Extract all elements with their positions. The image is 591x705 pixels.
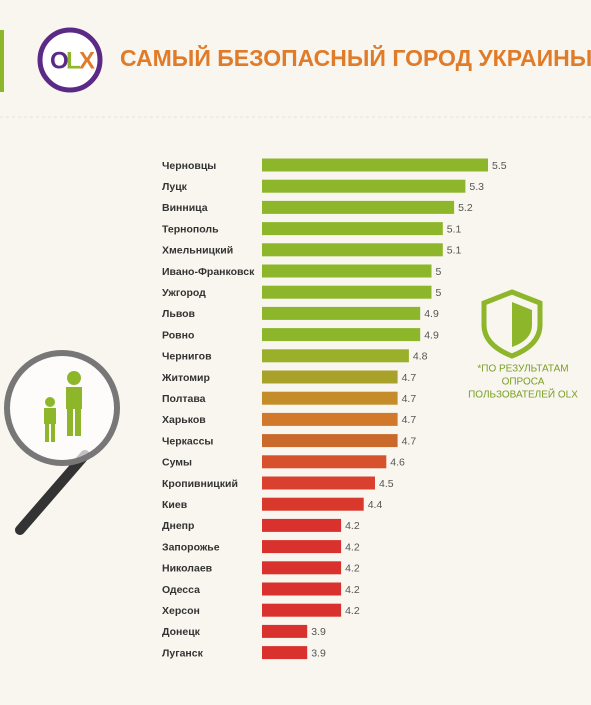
note: ОПРОСА: [502, 377, 545, 388]
bar: [262, 306, 421, 320]
value-label: 5.1: [447, 245, 462, 257]
chart-title: САМЫЙ БЕЗОПАСНЫЙ ГОРОД УКРАИНЫ: [120, 44, 591, 71]
category-label: Кропивницкий: [162, 478, 238, 490]
shield-icon: [512, 302, 532, 347]
bar: [262, 497, 364, 511]
logo-ring: [37, 27, 103, 93]
value-label: 4.2: [345, 605, 360, 617]
value-label: 3.9: [311, 647, 326, 659]
bar: [262, 391, 398, 405]
category-label: Херсон: [162, 605, 200, 617]
bar: [262, 434, 398, 448]
value-label: 4.7: [402, 414, 417, 426]
logo-letter: L: [66, 47, 81, 74]
category-label: Днепр: [162, 520, 194, 532]
category-label: Сумы: [162, 457, 192, 469]
value-label: 5.3: [469, 181, 484, 193]
value-label: 5: [436, 287, 442, 299]
value-label: 4.2: [345, 520, 360, 532]
bar: [262, 412, 398, 426]
category-label: Ужгород: [162, 287, 206, 299]
logo-letter: O: [50, 47, 69, 74]
value-label: 4.2: [345, 541, 360, 553]
bar: [262, 285, 432, 299]
bar: [262, 200, 455, 214]
bar: [262, 222, 443, 236]
category-label: Черновцы: [162, 160, 216, 172]
magnifier-lens: [4, 350, 120, 466]
value-label: 4.7: [402, 393, 417, 405]
category-label: Черкассы: [162, 435, 213, 447]
bar: [262, 370, 398, 384]
value-label: 4.4: [368, 499, 383, 511]
value-label: 3.9: [311, 626, 326, 638]
logo-letter: X: [79, 47, 95, 74]
category-label: Винница: [162, 202, 208, 214]
bar: [262, 328, 421, 342]
bar: [262, 624, 308, 638]
category-label: Ивано-Франковск: [162, 266, 255, 278]
value-label: 4.9: [424, 308, 439, 320]
note: ПОЛЬЗОВАТЕЛЕЙ OLX: [468, 388, 578, 401]
category-label: Полтава: [162, 393, 206, 405]
bar: [262, 179, 466, 193]
category-label: Луганск: [162, 647, 204, 659]
magnifier-handle: [15, 450, 90, 535]
bar: [262, 243, 443, 257]
value-label: 4.2: [345, 563, 360, 575]
value-label: 5.5: [492, 160, 507, 172]
value-label: 4.7: [402, 435, 417, 447]
note: *ПО РЕЗУЛЬТАТАМ: [477, 364, 568, 375]
category-label: Чернигов: [162, 351, 212, 363]
value-label: 4.7: [402, 372, 417, 384]
bar: [262, 540, 342, 554]
value-label: 4.6: [390, 457, 405, 469]
value-label: 4.5: [379, 478, 394, 490]
bar: [262, 476, 375, 490]
value-label: 4.2: [345, 584, 360, 596]
people-icon: [44, 371, 82, 442]
value-label: 5.2: [458, 202, 473, 214]
category-label: Житомир: [161, 372, 210, 384]
category-label: Тернополь: [162, 223, 219, 235]
value-label: 4.9: [424, 329, 439, 341]
value-label: 5.1: [447, 223, 462, 235]
value-label: 5: [436, 266, 442, 278]
category-label: Ровно: [162, 329, 194, 341]
bar: [262, 455, 387, 469]
category-label: Запорожье: [162, 541, 220, 553]
bar: [262, 349, 409, 363]
bar: [262, 158, 488, 172]
value-label: 4.8: [413, 351, 428, 363]
bar: [262, 646, 308, 660]
category-label: Донецк: [162, 626, 201, 638]
bar: [262, 582, 342, 596]
accent-bar: [0, 30, 4, 92]
category-label: Хмельницкий: [162, 245, 233, 257]
bar: [262, 561, 342, 575]
category-label: Одесса: [162, 584, 200, 596]
category-label: Львов: [162, 308, 196, 320]
category-label: Луцк: [162, 181, 188, 193]
category-label: Харьков: [162, 414, 206, 426]
category-label: Николаев: [162, 563, 213, 575]
bar: [262, 603, 342, 617]
bar: [262, 264, 432, 278]
bar: [262, 518, 342, 532]
category-label: Киев: [162, 499, 188, 511]
shield-icon: [481, 289, 543, 359]
